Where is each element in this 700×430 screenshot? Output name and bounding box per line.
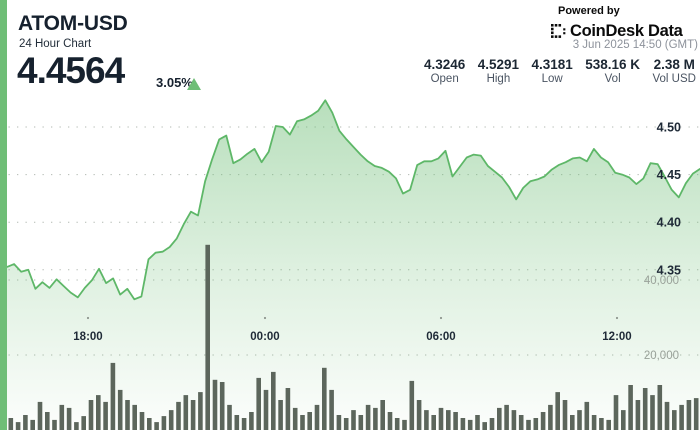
price-axis-label: 4.45 — [657, 168, 681, 182]
volume-usd-value: 2.38 M — [653, 57, 695, 72]
price-area — [0, 100, 700, 430]
change-percent: 3.05% — [156, 75, 193, 90]
brand-name: CoinDesk Data — [570, 22, 683, 40]
open-value: 4.3246 — [424, 57, 466, 72]
low-value: 4.3181 — [531, 57, 573, 72]
price-axis-label: 4.50 — [657, 121, 681, 135]
accent-strip — [0, 0, 7, 430]
brand-row[interactable]: CoinDesk Data — [551, 22, 683, 41]
chart-timestamp: 3 Jun 2025 14:50 (GMT) — [572, 39, 698, 51]
x-axis-label: 00:00 — [250, 331, 279, 343]
open-label: Open — [430, 73, 459, 85]
stat-high: 4.5291 High — [478, 57, 519, 85]
x-tick — [263, 316, 267, 320]
low-label: Low — [541, 73, 563, 85]
price-axis-label: 4.40 — [657, 216, 681, 230]
up-arrow-icon — [187, 78, 201, 90]
stat-low: 4.3181 Low — [532, 57, 573, 85]
x-tick — [615, 316, 619, 320]
x-tick — [439, 316, 443, 320]
stat-open: 4.3246 Open — [424, 57, 465, 85]
stats-row: 4.3246 Open 4.5291 High 4.3181 Low 538.1… — [424, 57, 696, 85]
volume-bars — [1, 244, 699, 430]
stat-volume: 538.16 K Vol — [585, 57, 640, 85]
page-title: ATOM-USD — [18, 12, 128, 35]
stat-volume-usd: 2.38 M Vol USD — [653, 57, 696, 85]
volume-usd-label: Vol USD — [652, 73, 696, 85]
high-label: High — [486, 73, 511, 85]
chart-subtitle: 24 Hour Chart — [19, 38, 92, 50]
x-axis-label: 06:00 — [426, 331, 455, 343]
volume-value: 538.16 K — [585, 57, 641, 72]
volume-axis-label: 40,000 — [644, 275, 679, 287]
current-price: 4.4564 — [17, 50, 125, 91]
powered-by-label: Powered by — [558, 5, 620, 17]
x-axis-label: 18:00 — [73, 331, 102, 343]
volume-label: Vol — [604, 73, 621, 85]
coindesk-logo-icon — [551, 24, 566, 38]
high-value: 4.5291 — [477, 57, 520, 72]
x-axis-label: 12:00 — [602, 331, 631, 343]
price-axis-label: 4.35 — [657, 263, 681, 277]
x-tick — [86, 316, 90, 320]
volume-axis-label: 20,000 — [644, 350, 679, 362]
price-line — [0, 99, 700, 301]
